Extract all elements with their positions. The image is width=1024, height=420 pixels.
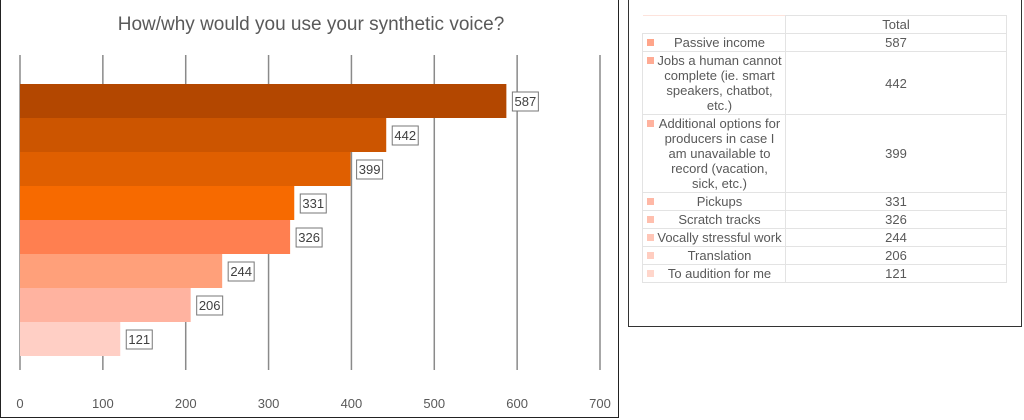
- data-label-box: [391, 125, 419, 146]
- legend-swatch-icon: [647, 270, 654, 277]
- x-tick-label: 400: [341, 396, 363, 411]
- row-label: Additional options for producers in case…: [642, 114, 786, 193]
- row-value: 244: [785, 228, 1007, 247]
- data-label-box: [295, 227, 323, 248]
- row-label: Vocally stressful work: [642, 228, 786, 247]
- data-label: 121: [128, 332, 150, 347]
- row-label: Scratch tracks: [642, 210, 786, 229]
- data-label-box: [196, 295, 224, 316]
- bar: [20, 118, 387, 152]
- row-value: 331: [785, 192, 1007, 211]
- row-label-text: Translation: [687, 248, 752, 263]
- bar: [20, 186, 295, 220]
- legend-swatch-icon: [647, 252, 654, 259]
- row-label-text: Additional options for producers in case…: [658, 116, 781, 191]
- legend-swatch-icon: [647, 198, 654, 205]
- data-label: 442: [394, 128, 416, 143]
- data-label-box: [125, 329, 153, 350]
- row-label: Jobs a human cannot complete (ie. smart …: [642, 51, 786, 115]
- data-label: 206: [199, 298, 221, 313]
- table-row: Translation 206: [642, 246, 1007, 265]
- bar: [20, 152, 351, 186]
- x-tick-label: 500: [423, 396, 445, 411]
- row-value: 587: [785, 33, 1007, 52]
- x-tick-label: 0: [16, 396, 23, 411]
- legend-swatch-icon: [647, 39, 654, 46]
- row-value: 442: [785, 51, 1007, 115]
- table-row: Pickups 331: [642, 192, 1007, 211]
- x-tick-label: 100: [92, 396, 114, 411]
- row-label-text: Passive income: [673, 35, 766, 50]
- row-value: 121: [785, 264, 1007, 283]
- legend-swatch-icon: [647, 216, 654, 223]
- data-label: 244: [230, 264, 252, 279]
- row-label: To audition for me: [642, 264, 786, 283]
- legend-swatch-icon: [647, 120, 654, 127]
- data-label: 587: [515, 94, 537, 109]
- row-label: Passive income: [642, 33, 786, 52]
- data-table-panel: Total Passive income 587 Jobs a human cann…: [628, 0, 1022, 327]
- data-label-box: [227, 261, 255, 282]
- bar: [20, 288, 191, 322]
- table-row: Additional options for producers in case…: [642, 114, 1007, 193]
- row-value: 326: [785, 210, 1007, 229]
- data-label-box: [299, 193, 327, 214]
- table-row: Vocally stressful work 244: [642, 228, 1007, 247]
- data-label: 399: [359, 162, 381, 177]
- bar: [20, 84, 507, 118]
- row-label: Translation: [642, 246, 786, 265]
- row-label-text: To audition for me: [667, 266, 772, 281]
- bar-chart: How/why would you use your synthetic voi…: [16, 14, 611, 411]
- table-row: To audition for me 121: [642, 264, 1007, 283]
- data-label: 326: [298, 230, 320, 245]
- bar: [20, 322, 121, 356]
- x-tick-label: 700: [589, 396, 611, 411]
- row-value: 399: [785, 114, 1007, 193]
- column-header-total: Total: [785, 15, 1007, 34]
- x-tick-label: 600: [506, 396, 528, 411]
- table-row: Passive income 587: [642, 33, 1007, 52]
- row-label-text: Scratch tracks: [678, 212, 761, 227]
- data-label: 331: [302, 196, 324, 211]
- x-tick-label: 300: [258, 396, 280, 411]
- table-row: Scratch tracks 326: [642, 210, 1007, 229]
- chart-title: How/why would you use your synthetic voi…: [118, 14, 505, 35]
- data-label-box: [511, 91, 539, 112]
- row-label-text: Vocally stressful work: [657, 230, 782, 245]
- bar: [20, 254, 223, 288]
- row-label-text: Jobs a human cannot complete (ie. smart …: [657, 53, 782, 113]
- x-tick-label: 200: [175, 396, 197, 411]
- data-label-box: [356, 159, 384, 180]
- row-label-text: Pickups: [696, 194, 743, 209]
- table-row: Jobs a human cannot complete (ie. smart …: [642, 51, 1007, 115]
- data-table: Total Passive income 587 Jobs a human cann…: [642, 15, 1007, 283]
- legend-swatch-icon: [647, 57, 654, 64]
- row-label: Pickups: [642, 192, 786, 211]
- bar: [20, 220, 291, 254]
- row-value: 206: [785, 246, 1007, 265]
- chart-panel: How/why would you use your synthetic voi…: [0, 0, 619, 418]
- legend-swatch-icon: [647, 234, 654, 241]
